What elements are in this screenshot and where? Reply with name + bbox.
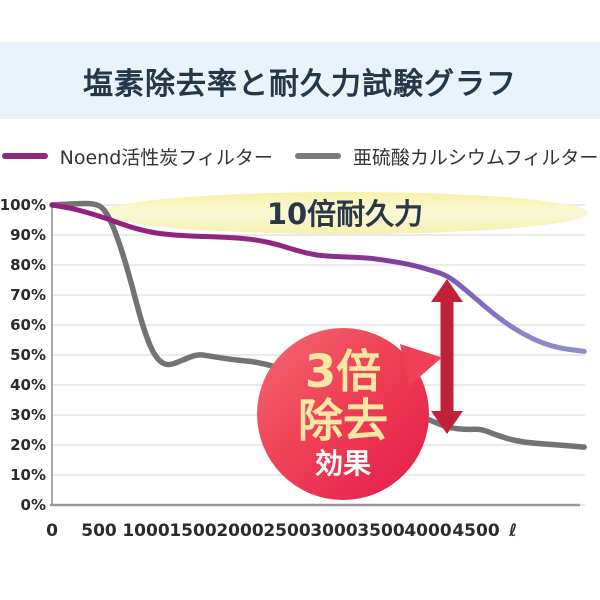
legend-item-noend: Noend活性炭フィルター [1, 143, 273, 170]
y-tick: 90% [10, 226, 46, 244]
x-tick: 4000 [404, 521, 451, 541]
y-tick: 100% [0, 196, 46, 214]
legend-item-calcium: 亜硫酸カルシウムフィルター [294, 143, 599, 170]
chart-legend: Noend活性炭フィルター 亜硫酸カルシウムフィルター [0, 140, 600, 172]
gray-line-calcium-filter [49, 200, 587, 450]
y-tick: 60% [10, 316, 46, 334]
legend-label-noend: Noend活性炭フィルター [59, 146, 273, 169]
comparison-arrow [431, 279, 463, 434]
x-tick-labels: 0 500 1000 1500 2000 2500 3000 3500 4000… [46, 521, 517, 541]
durability-label: 10倍耐久力 [267, 197, 423, 231]
badge-text-3x: 3倍 [304, 345, 382, 399]
x-tick-unit: ℓ [508, 521, 517, 541]
x-tick: 2000 [216, 521, 263, 541]
effect-badge: 3倍 除去 効果 [257, 328, 442, 500]
purple-line-noend-filter [49, 202, 587, 354]
x-tick: 4500 [452, 521, 499, 541]
title-banner: 塩素除去率と耐久力試験グラフ [0, 42, 600, 119]
y-tick: 70% [10, 286, 46, 304]
x-tick: 0 [46, 521, 58, 541]
y-tick: 40% [10, 376, 46, 394]
durability-highlight-ellipse [102, 192, 588, 234]
gray-line-swatch-icon [294, 153, 341, 159]
y-tick: 10% [10, 466, 46, 484]
legend-label-calcium: 亜硫酸カルシウムフィルター [352, 146, 599, 169]
purple-line-swatch-icon [1, 153, 48, 159]
y-tick: 30% [10, 406, 46, 424]
y-tick: 0% [21, 496, 46, 514]
y-tick: 50% [10, 346, 46, 364]
y-tick: 80% [10, 256, 46, 274]
badge-text-remove: 除去 [297, 393, 388, 447]
y-tick: 20% [10, 436, 46, 454]
x-tick: 3500 [357, 521, 404, 541]
x-tick: 1500 [169, 521, 216, 541]
x-tick: 500 [81, 521, 117, 541]
x-tick: 1000 [122, 521, 169, 541]
x-tick: 3000 [310, 521, 357, 541]
x-tick: 2500 [263, 521, 310, 541]
badge-text-effect: 効果 [314, 447, 371, 481]
y-tick-labels: 100% 90% 80% 70% 60% 50% 40% 30% 20% 10%… [0, 196, 46, 514]
page-title: 塩素除去率と耐久力試験グラフ [83, 66, 517, 102]
